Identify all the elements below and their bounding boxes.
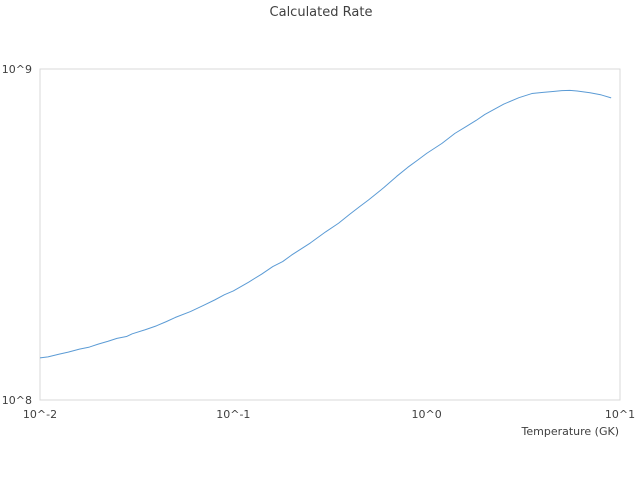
series-line-1 (39, 89, 612, 359)
y-axis-tick-labels: 10^8 10^9 (2, 63, 32, 407)
x-axis-label: Temperature (GK) (521, 425, 620, 438)
plot-area (39, 68, 621, 401)
x-tick-label: 10^-2 (23, 408, 57, 421)
x-tick-label: 10^-1 (216, 408, 250, 421)
x-tick-label: 10^0 (412, 408, 442, 421)
y-tick-label: 10^9 (2, 63, 32, 76)
x-tick-label: 10^1 (605, 408, 635, 421)
chart-title: Calculated Rate (270, 5, 373, 20)
series-layer (39, 89, 612, 359)
y-tick-label: 10^8 (2, 394, 32, 407)
x-axis-tick-labels: 10^-2 10^-1 10^0 10^1 (23, 408, 635, 421)
